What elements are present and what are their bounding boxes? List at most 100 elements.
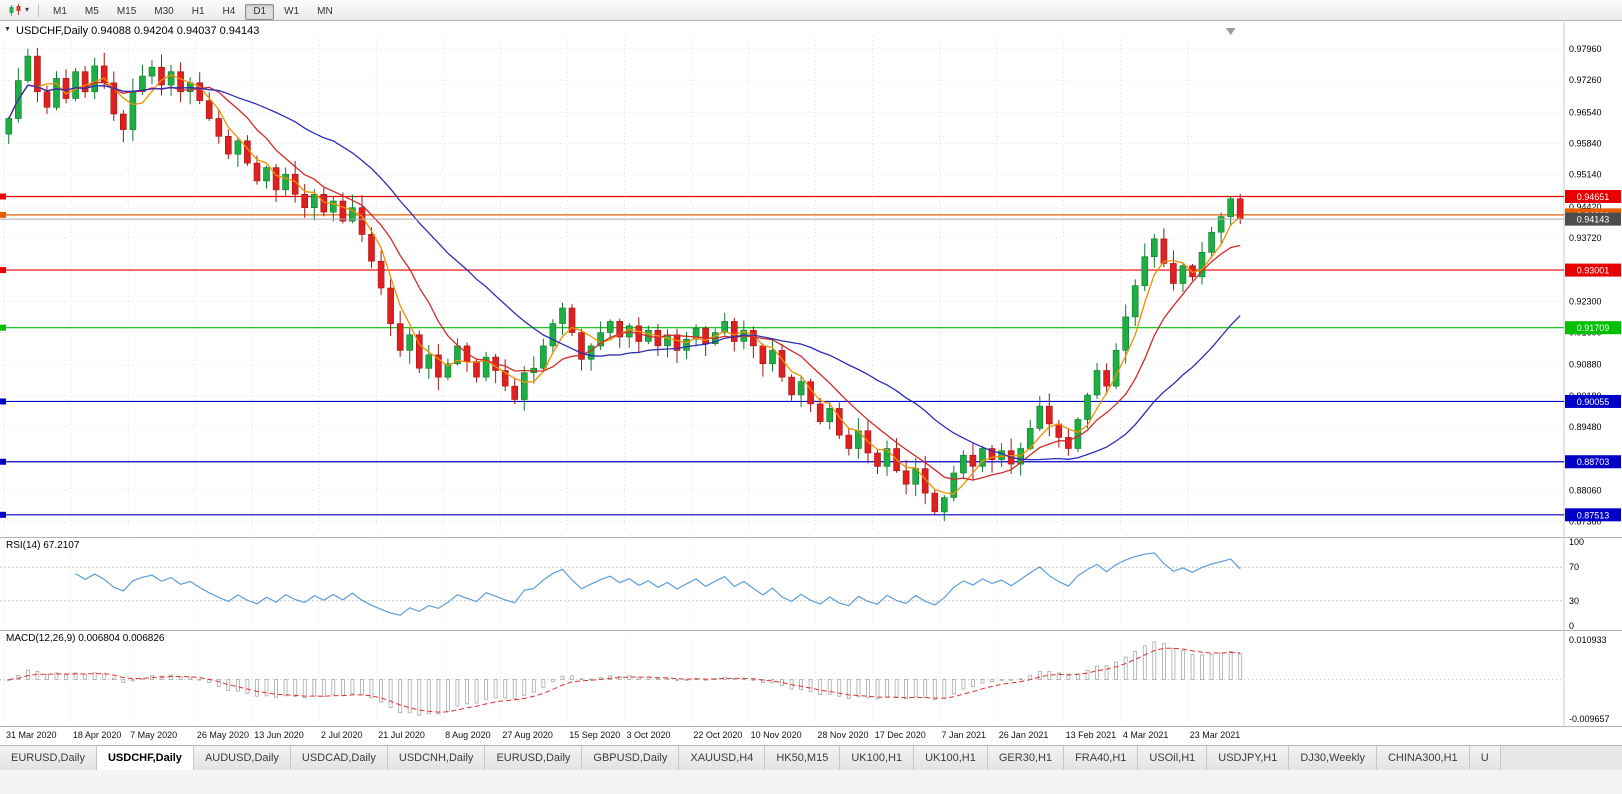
level-anchor-icon[interactable]	[0, 211, 6, 218]
x-axis-date-label: 17 Dec 2020	[874, 730, 926, 740]
current-price-tag: 0.94143	[1565, 212, 1621, 226]
x-axis-date-label: 31 Mar 2020	[6, 730, 57, 740]
price-level-tag[interactable]: 0.87513	[1565, 508, 1621, 522]
price-level-tag[interactable]: 0.91709	[1565, 321, 1621, 335]
timeframe-button-m30[interactable]: M30	[146, 4, 181, 20]
level-anchor-icon[interactable]	[0, 193, 6, 200]
chart-shift-marker[interactable]	[1225, 28, 1236, 35]
price-level-tag[interactable]: 0.88703	[1565, 455, 1621, 469]
x-axis-date-label: 4 Mar 2021	[1122, 730, 1169, 740]
timeframe-button-d1[interactable]: D1	[245, 3, 275, 20]
chart-tab-dj30-weekly[interactable]: DJ30,Weekly	[1289, 746, 1377, 770]
fast-ma-line	[8, 74, 1241, 495]
macd-chart-canvas[interactable]: 0.010933 -0.009657	[0, 631, 1622, 726]
macd-signal-line	[8, 647, 1241, 713]
timeframe-button-h1[interactable]: H1	[184, 4, 213, 20]
rsi-label: RSI(14) 67.2107	[6, 540, 80, 551]
price-level-tag[interactable]: 0.94651	[1565, 189, 1621, 203]
status-strip	[0, 770, 1622, 794]
rsi-line	[75, 552, 1241, 616]
candlestick-chart-icon	[9, 3, 21, 16]
timeframe-button-h4[interactable]: H4	[215, 4, 244, 20]
chart-tab-eurusd-daily[interactable]: EURUSD,Daily	[0, 746, 97, 770]
collapse-arrow-icon[interactable]: ▼	[4, 26, 11, 33]
timeframe-button-m15[interactable]: M15	[109, 4, 144, 20]
chart-tab-uk100-h1[interactable]: UK100,H1	[914, 746, 988, 770]
level-anchor-icon[interactable]	[0, 398, 6, 405]
level-anchor-icon[interactable]	[0, 267, 6, 274]
x-axis-date-label: 26 Jan 2021	[998, 730, 1049, 740]
svg-text:30: 30	[1569, 596, 1579, 606]
x-axis-date-label: 21 Jul 2020	[378, 730, 425, 740]
x-axis-date-label: 13 Feb 2021	[1065, 730, 1117, 740]
chart-tab-hk50-m15[interactable]: HK50,M15	[765, 746, 841, 770]
chart-tab-usdcad-daily[interactable]: USDCAD,Daily	[290, 746, 388, 770]
svg-text:0.93001: 0.93001	[1577, 266, 1610, 276]
x-axis-date-label: 7 May 2020	[130, 730, 178, 740]
svg-text:0.90880: 0.90880	[1569, 360, 1602, 370]
svg-text:-0.009657: -0.009657	[1569, 714, 1610, 724]
x-axis-date-label: 23 Mar 2021	[1189, 730, 1241, 740]
macd-histogram	[6, 641, 1243, 716]
chart-tab-u[interactable]: U	[1469, 746, 1501, 770]
svg-text:100: 100	[1569, 538, 1584, 547]
macd-panel: MACD(12,26,9) 0.006804 0.006826 0.010933…	[0, 631, 1622, 727]
chart-type-button[interactable]: ▾	[4, 3, 33, 18]
chart-tab-fra40-h1[interactable]: FRA40,H1	[1064, 746, 1139, 770]
x-axis-date-label: 7 Jan 2021	[941, 730, 987, 740]
svg-text:0.97960: 0.97960	[1569, 44, 1602, 54]
chart-tab-audusd-daily[interactable]: AUDUSD,Daily	[193, 746, 291, 770]
svg-text:0.96540: 0.96540	[1569, 107, 1602, 117]
x-axis-date-label: 26 May 2020	[196, 730, 249, 740]
chart-tab-china300-h1[interactable]: CHINA300,H1	[1376, 746, 1470, 770]
svg-text:0.91709: 0.91709	[1577, 323, 1610, 333]
chart-tab-xauusd-h4[interactable]: XAUUSD,H4	[679, 746, 766, 770]
timeframe-button-m5[interactable]: M5	[77, 4, 107, 20]
chart-tab-ger30-h1[interactable]: GER30,H1	[987, 746, 1065, 770]
chart-tab-bar: EURUSD,Daily USDCHF,Daily AUDUSD,Daily USDC…	[0, 745, 1622, 770]
rsi-panel: RSI(14) 67.2107 100 70 30 0	[0, 538, 1622, 631]
level-anchor-icon[interactable]	[0, 511, 6, 518]
level-anchor-icon[interactable]	[0, 458, 6, 465]
svg-text:0.93720: 0.93720	[1569, 233, 1602, 243]
main-chart-panel: ▼ USDCHF,Daily 0.94088 0.94204 0.94037 0…	[0, 22, 1622, 538]
price-level-tag[interactable]: 0.90055	[1565, 394, 1621, 408]
x-axis-date-label: 2 Jul 2020	[321, 730, 363, 740]
x-axis-date-label: 27 Aug 2020	[502, 730, 553, 740]
level-anchor-icon[interactable]	[0, 324, 6, 331]
x-axis-date-label: 22 Oct 2020	[693, 730, 743, 740]
svg-text:0.92300: 0.92300	[1569, 296, 1602, 306]
timeframe-button-m1[interactable]: M1	[45, 4, 75, 20]
macd-label: MACD(12,26,9) 0.006804 0.006826	[6, 633, 165, 644]
x-axis-date-label: 13 Jun 2020	[254, 730, 304, 740]
chart-tab-usdcnh-daily[interactable]: USDCNH,Daily	[387, 746, 486, 770]
price-chart-canvas[interactable]: 0.97960 0.97260 0.96540 0.95840 0.95140 0.944…	[0, 22, 1622, 538]
svg-text:0.89480: 0.89480	[1569, 422, 1602, 432]
svg-text:0.88703: 0.88703	[1577, 457, 1610, 467]
price-level-tag[interactable]: 0.93001	[1565, 263, 1621, 277]
chart-tab-usoil-h1[interactable]: USOil,H1	[1138, 746, 1208, 770]
timeframe-button-mn[interactable]: MN	[309, 4, 341, 20]
svg-text:0.95840: 0.95840	[1569, 139, 1602, 149]
timeframe-button-w1[interactable]: W1	[276, 4, 307, 20]
svg-text:0.94651: 0.94651	[1577, 192, 1610, 202]
svg-text:70: 70	[1569, 562, 1579, 572]
chart-tab-uk100-h1[interactable]: UK100,H1	[840, 746, 915, 770]
chart-tab-usdjpy-h1[interactable]: USDJPY,H1	[1207, 746, 1290, 770]
svg-text:0.90055: 0.90055	[1577, 397, 1610, 407]
chart-tab-gbpusd-daily[interactable]: GBPUSD,Daily	[582, 746, 680, 770]
svg-text:0.95140: 0.95140	[1569, 170, 1602, 180]
rsi-chart-canvas[interactable]: 100 70 30 0	[0, 538, 1622, 630]
x-axis-date-label: 8 Aug 2020	[445, 730, 491, 740]
timeframe-toolbar: M1 M5 M15 M30 H1 H4 D1 W1 MN	[44, 1, 342, 20]
svg-text:0.87360: 0.87360	[1569, 517, 1602, 527]
svg-text:0.010933: 0.010933	[1569, 635, 1607, 645]
chart-tab-eurusd-daily[interactable]: EURUSD,Daily	[485, 746, 583, 770]
svg-text:0.94420: 0.94420	[1569, 202, 1602, 212]
x-axis-date-label: 3 Oct 2020	[626, 730, 671, 740]
slow-ma-line	[8, 84, 1241, 461]
chart-tab-usdchf-daily[interactable]: USDCHF,Daily	[96, 746, 194, 770]
candles-layer	[5, 47, 1244, 521]
x-axis-date-label: 15 Sep 2020	[569, 730, 621, 740]
